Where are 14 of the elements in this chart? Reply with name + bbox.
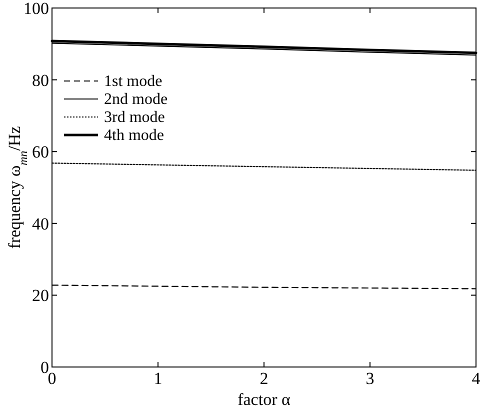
x-tick-label: 3: [366, 369, 374, 388]
legend-label: 2nd mode: [104, 91, 168, 108]
y-tick-label: 100: [24, 0, 49, 18]
x-axis-title: factor α: [238, 390, 290, 409]
legend-label: 1st mode: [104, 73, 162, 90]
y-tick-label: 80: [32, 70, 49, 90]
legend-label: 4th mode: [104, 127, 164, 144]
y-tick-label: 40: [32, 214, 49, 234]
x-tick-label: 4: [472, 369, 481, 388]
y-tick-label: 20: [32, 286, 49, 306]
y-tick-label: 60: [32, 142, 49, 162]
legend-label: 3rd mode: [104, 109, 165, 126]
x-tick-label: 2: [260, 369, 268, 388]
x-tick-label: 1: [154, 369, 162, 388]
